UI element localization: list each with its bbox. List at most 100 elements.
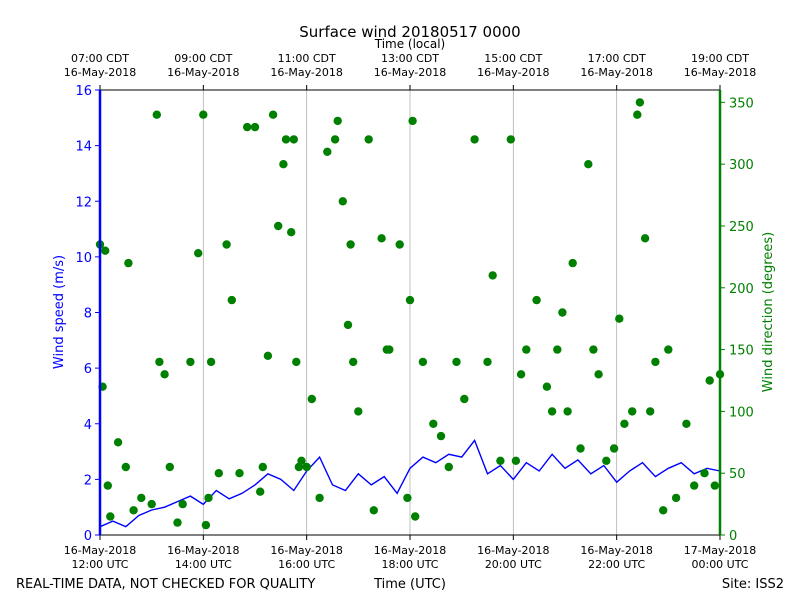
top-tick-time: 15:00 CDT	[484, 52, 542, 65]
wind-direction-point	[452, 357, 461, 367]
right-tick-label: 150	[729, 344, 754, 359]
wind-direction-point	[532, 295, 541, 305]
wind-direction-point	[553, 345, 562, 354]
wind-direction-point	[594, 370, 603, 379]
wind-direction-point	[214, 469, 223, 478]
left-tick-label: 12	[75, 195, 92, 210]
wind-direction-point	[287, 228, 296, 237]
wind-direction-point	[690, 481, 699, 490]
right-tick-label: 300	[729, 158, 754, 173]
bottom-tick-time: 18:00 UTC	[381, 558, 438, 571]
wind-direction-point	[121, 462, 130, 472]
wind-direction-point	[101, 246, 110, 255]
bottom-tick-date: 16-May-2018	[270, 544, 342, 557]
top-tick-date: 16-May-2018	[580, 66, 652, 79]
top-tick-time: 17:00 CDT	[588, 52, 646, 65]
wind-direction-point	[292, 357, 301, 367]
right-tick-label: 200	[729, 282, 754, 297]
bottom-tick-time: 16:00 UTC	[278, 558, 335, 571]
wind-direction-point	[263, 351, 273, 360]
wind-direction-point	[488, 271, 497, 280]
wind-direction-point	[155, 357, 164, 367]
wind-direction-point	[602, 456, 611, 465]
bottom-tick-date: 17-May-2018	[684, 544, 756, 557]
wind-direction-point	[103, 481, 113, 490]
wind-direction-point	[194, 249, 203, 258]
wind-direction-point	[268, 110, 278, 119]
left-axis-label: Wind speed (m/s)	[52, 255, 67, 369]
wind-direction-point	[664, 345, 673, 354]
wind-direction-point	[385, 345, 394, 354]
wind-direction-point	[522, 345, 531, 354]
left-tick-label: 6	[84, 362, 92, 377]
wind-direction-point	[333, 116, 342, 126]
top-tick-time: 19:00 CDT	[691, 52, 749, 65]
wind-direction-point	[369, 506, 378, 515]
right-tick-label: 50	[729, 467, 746, 482]
wind-direction-point	[147, 499, 156, 509]
right-tick-label: 350	[729, 96, 754, 111]
footer-disclaimer: REAL-TIME DATA, NOT CHECKED FOR QUALITY	[16, 577, 315, 592]
wind-direction-point	[165, 462, 174, 472]
wind-direction-point	[620, 419, 629, 428]
wind-direction-point	[343, 320, 353, 330]
right-tick-label: 250	[729, 220, 754, 235]
wind-direction-point	[682, 419, 691, 428]
wind-direction-point	[227, 295, 236, 305]
wind-direction-point	[411, 512, 420, 521]
wind-direction-point	[659, 506, 668, 515]
wind-direction-point	[279, 160, 288, 169]
wind-direction-point	[635, 98, 645, 107]
top-tick-time: 13:00 CDT	[381, 52, 439, 65]
wind-direction-point	[124, 258, 133, 268]
wind-direction-point	[113, 438, 123, 447]
wind-direction-point	[256, 487, 265, 496]
wind-direction-point	[243, 122, 252, 132]
bottom-tick-date: 16-May-2018	[477, 544, 549, 557]
wind-direction-point	[173, 518, 182, 527]
wind-direction-point	[152, 110, 161, 119]
wind-direction-point	[628, 407, 637, 416]
wind-direction-point	[297, 456, 306, 465]
wind-direction-point	[584, 160, 593, 169]
wind-direction-point	[651, 357, 660, 367]
wind-direction-point	[137, 493, 146, 503]
bottom-tick-time: 22:00 UTC	[588, 558, 645, 571]
right-tick-label: 100	[729, 405, 754, 420]
wind-direction-point	[700, 469, 709, 478]
wind-direction-point	[633, 110, 642, 119]
bottom-tick-date: 16-May-2018	[580, 544, 652, 557]
bottom-tick-date: 16-May-2018	[374, 544, 446, 557]
bottom-tick-date: 16-May-2018	[64, 544, 136, 557]
wind-direction-point	[346, 240, 355, 249]
wind-direction-point	[178, 499, 187, 509]
left-tick-label: 14	[75, 140, 92, 155]
wind-direction-point	[199, 110, 208, 119]
wind-direction-point	[405, 295, 415, 305]
wind-direction-point	[349, 357, 358, 367]
wind-direction-point	[364, 135, 373, 144]
left-tick-label: 8	[84, 307, 92, 322]
wind-direction-point	[204, 493, 213, 503]
wind-direction-point	[558, 308, 567, 317]
x-axis-label: Time (UTC)	[373, 577, 446, 592]
chart-title: Surface wind 20180517 0000	[299, 23, 520, 41]
top-tick-time: 11:00 CDT	[278, 52, 336, 65]
wind-direction-point	[201, 520, 211, 530]
left-tick-label: 16	[75, 84, 92, 99]
wind-direction-point	[460, 394, 469, 404]
top-tick-date: 16-May-2018	[684, 66, 756, 79]
wind-direction-point	[589, 345, 598, 354]
right-tick-label: 0	[729, 529, 737, 544]
wind-direction-point	[354, 407, 363, 416]
footer-site: Site: ISS2	[722, 577, 784, 592]
wind-direction-point	[160, 370, 169, 379]
bottom-tick-time: 14:00 UTC	[175, 558, 232, 571]
wind-direction-point	[186, 357, 195, 367]
wind-direction-series	[95, 98, 725, 530]
top-tick-date: 16-May-2018	[167, 66, 239, 79]
top-tick-date: 16-May-2018	[374, 66, 446, 79]
bottom-tick-time: 00:00 UTC	[691, 558, 748, 571]
wind-direction-point	[646, 407, 655, 416]
